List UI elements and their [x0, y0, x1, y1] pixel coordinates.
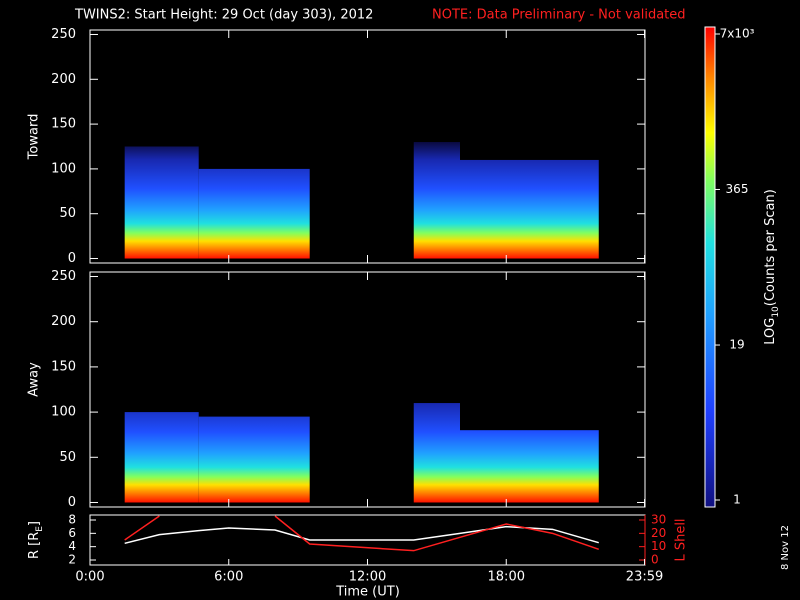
y2-axis-label: L Shell — [674, 518, 689, 561]
y-tick-label: 150 — [51, 359, 76, 374]
y-axis-label: Toward — [27, 114, 42, 161]
x-axis-label: Time (UT) — [335, 585, 400, 600]
line — [124, 515, 599, 552]
y2-tick-label: 10 — [651, 539, 666, 553]
colorbar-tick-label: 19 — [729, 338, 744, 352]
y-axis-label: Away — [27, 362, 42, 397]
y-tick-label: 2 — [68, 553, 76, 567]
spectrogram-block — [413, 403, 460, 503]
y-axis-label: R [RE] — [27, 521, 45, 559]
spectrogram-block — [124, 412, 199, 503]
spectrogram-block — [198, 416, 310, 503]
y-tick-label: 50 — [59, 450, 76, 465]
y-tick-label: 200 — [51, 72, 76, 87]
spectrogram-block — [124, 146, 199, 259]
x-tick-label: 23:59 — [626, 570, 663, 585]
y-tick-label: 100 — [51, 405, 76, 420]
colorbar-label: LOG10(Counts per Scan) — [763, 189, 781, 345]
colorbar-label-main: LOG — [763, 318, 778, 345]
colorbar — [704, 26, 716, 508]
colorbar-tick-label: 365 — [726, 182, 749, 196]
colorbar-label-rest: (Counts per Scan) — [763, 189, 778, 306]
colorbar-tick-label: 1 — [733, 493, 741, 507]
note: NOTE: Data Preliminary - Not validated — [432, 8, 686, 23]
x-tick-label: 12:00 — [349, 570, 386, 585]
y-tick-label: 200 — [51, 314, 76, 329]
spectrogram-block — [413, 142, 460, 259]
y-tick-label: 250 — [51, 27, 76, 42]
spectrogram-block — [460, 159, 599, 259]
y-tick-label: 100 — [51, 161, 76, 176]
x-tick-label: 6:00 — [214, 570, 243, 585]
x-tick-label: 0:00 — [75, 570, 104, 585]
y-tick-label: 250 — [51, 269, 76, 284]
y-tick-label: 0 — [68, 251, 76, 266]
spectrogram-block — [460, 430, 599, 503]
y2-tick-label: 0 — [651, 553, 659, 567]
spectrogram-block — [198, 168, 310, 259]
y2-tick-label: 20 — [651, 526, 666, 540]
r-label: R [R — [27, 532, 42, 559]
y-tick-label: 4 — [68, 539, 76, 553]
y2-tick-label: 30 — [651, 513, 666, 527]
chart-title: TWINS2: Start Height: 29 Oct (day 303), … — [74, 8, 373, 23]
colorbar-tick-label: 7x10³ — [720, 27, 755, 41]
colorbar-label-sub: 10 — [771, 306, 781, 318]
y-tick-label: 0 — [68, 495, 76, 510]
y-tick-label: 150 — [51, 117, 76, 132]
y-tick-label: 6 — [68, 526, 76, 540]
r-label-end: ] — [27, 521, 42, 526]
y-tick-label: 8 — [68, 513, 76, 527]
x-tick-label: 18:00 — [488, 570, 525, 585]
y-tick-label: 50 — [59, 206, 76, 221]
date-stamp: 8 Nov 12 — [780, 525, 791, 570]
r-label-sub: E — [35, 526, 45, 532]
